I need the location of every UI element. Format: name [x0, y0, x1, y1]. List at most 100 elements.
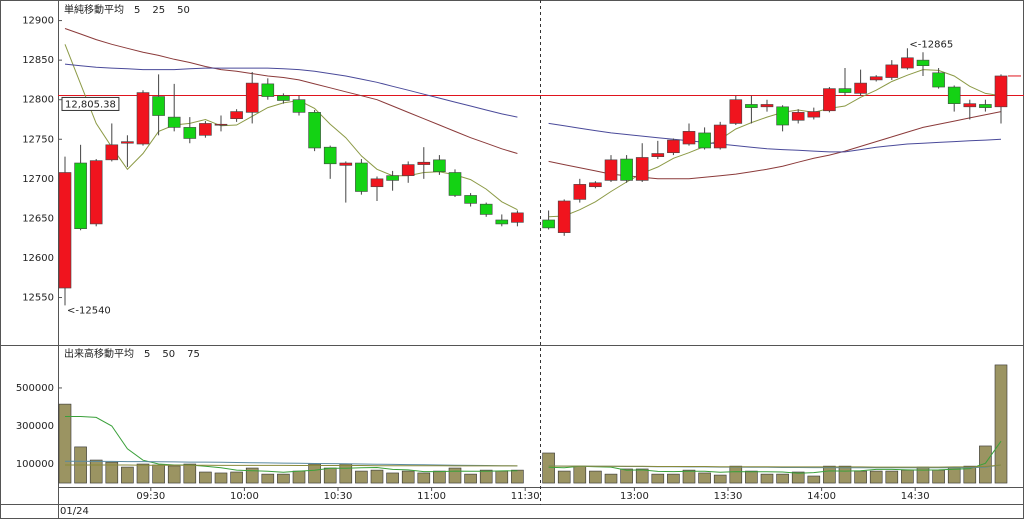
- volume-bar: [433, 470, 446, 484]
- candle-body: [261, 83, 275, 97]
- volume-bar: [791, 471, 805, 484]
- x-tick-label: 11:00: [417, 491, 446, 502]
- volume-bar: [604, 473, 618, 484]
- volume-bar: [355, 470, 368, 484]
- candle-body: [74, 162, 87, 229]
- candle-body: [916, 59, 930, 66]
- candle-body: [620, 158, 633, 181]
- candle-body: [58, 172, 72, 289]
- candle-body: [152, 96, 165, 116]
- volume-bar: [667, 473, 680, 484]
- legend-title: 単純移動平均: [64, 3, 124, 16]
- volume-bar: [589, 470, 602, 484]
- candle-body: [464, 195, 477, 204]
- volume-bar: [308, 463, 321, 484]
- volume-bar: [901, 469, 914, 484]
- candle-body: [433, 159, 446, 173]
- candle-body: [854, 82, 867, 94]
- candle-body: [183, 127, 197, 139]
- volume-bar: [916, 466, 930, 484]
- volume-bar: [277, 473, 290, 484]
- volume-bar: [511, 469, 524, 484]
- candle-body: [292, 99, 306, 113]
- candle-body: [651, 153, 665, 157]
- volume-bar: [807, 475, 821, 484]
- volume-bar: [745, 470, 758, 484]
- ma-line: [65, 416, 1002, 474]
- volume-bar: [869, 470, 883, 484]
- volume-bar: [729, 465, 743, 484]
- legend-entry: 5: [134, 5, 140, 16]
- volume-bar: [573, 465, 587, 484]
- volume-bar: [448, 467, 462, 484]
- candle-body: [308, 112, 321, 149]
- volume-bar: [214, 472, 228, 484]
- candle-body: [838, 88, 852, 93]
- candle-body: [230, 111, 243, 119]
- y-tick-label: 12550: [22, 293, 54, 304]
- volume-bar: [370, 469, 384, 484]
- candle-body: [136, 92, 150, 145]
- candle-body: [355, 162, 368, 192]
- candle-body: [167, 116, 181, 128]
- x-tick-label: 14:00: [807, 491, 836, 502]
- volume-bar: [885, 470, 899, 484]
- volume-bar: [152, 464, 165, 484]
- candle-body: [511, 212, 524, 223]
- reference-label-box: [61, 96, 120, 111]
- candle-body: [729, 99, 743, 124]
- candle-body: [199, 123, 212, 136]
- candle-body: [885, 64, 899, 78]
- volume-bar: [932, 469, 945, 484]
- candle-body: [448, 172, 462, 196]
- candle-body: [947, 86, 961, 104]
- candle-body: [277, 95, 290, 101]
- candle-body: [667, 139, 680, 154]
- volume-bar: [620, 468, 633, 484]
- volume-bar: [838, 465, 852, 484]
- x-tick-label: 10:30: [324, 491, 353, 502]
- annotation: <-12865: [909, 39, 953, 50]
- candle-body: [401, 164, 415, 176]
- volume-bar: [479, 469, 493, 484]
- volume-bar: [58, 403, 72, 484]
- candle-body: [557, 200, 571, 233]
- candle-body: [370, 178, 384, 188]
- candle-body: [698, 132, 711, 149]
- x-tick-label: 09:30: [136, 491, 165, 502]
- volume-bar: [464, 473, 477, 484]
- x-tick-label: 14:30: [901, 491, 930, 502]
- x-tick-label: 11:30: [511, 491, 540, 502]
- y-tick-label: 12600: [22, 253, 54, 264]
- y-tick-label: 300000: [16, 421, 54, 432]
- volume-bar: [136, 463, 150, 484]
- legend-entry: 5: [144, 349, 150, 360]
- candle-body: [791, 112, 805, 121]
- legend-title: 出来高移動平均: [64, 347, 134, 360]
- volume-bar: [292, 470, 306, 484]
- candle-body: [386, 175, 399, 181]
- volume-bar: [682, 469, 696, 484]
- volume-bar: [776, 473, 789, 484]
- volume-bar: [183, 463, 197, 484]
- reference-label: 12,805.38: [65, 99, 116, 110]
- candle-body: [89, 160, 103, 225]
- candle-body: [589, 182, 602, 188]
- x-tick-label: 10:00: [230, 491, 259, 502]
- volume-bar: [635, 468, 649, 484]
- volume-bar: [542, 452, 555, 484]
- volume-bar: [760, 473, 774, 484]
- candle-body: [776, 106, 789, 126]
- ma-line: [64, 44, 1002, 218]
- y-tick-label: 12900: [22, 16, 54, 27]
- volume-bar: [698, 472, 711, 484]
- legend-entry: 75: [187, 349, 200, 360]
- candle-body: [994, 75, 1008, 108]
- candle-body: [339, 162, 353, 166]
- candle-body: [105, 144, 119, 161]
- candle-body: [214, 123, 228, 126]
- candle-body: [417, 161, 431, 165]
- ma-line: [64, 28, 1002, 180]
- candle-body: [323, 146, 337, 165]
